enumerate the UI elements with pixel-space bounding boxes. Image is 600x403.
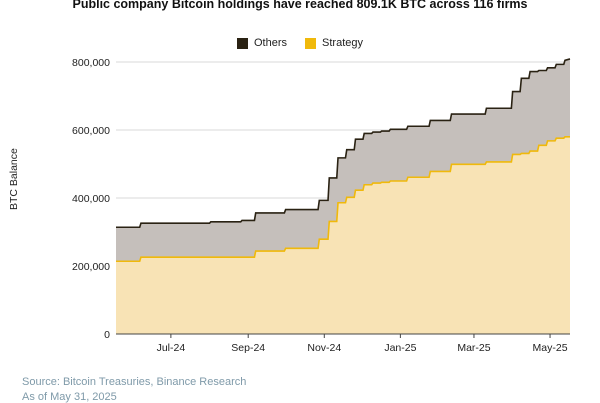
y-tick-label: 800,000 — [72, 57, 110, 69]
legend-item-others: Others — [237, 37, 287, 49]
y-tick-label: 600,000 — [72, 125, 110, 137]
y-tick-label: 200,000 — [72, 261, 110, 273]
legend-swatch-others — [237, 37, 248, 49]
as-of-note: As of May 31, 2025 — [22, 391, 117, 403]
x-tick-label: Jan-25 — [384, 342, 416, 354]
chart-title: Public company Bitcoin holdings have rea… — [72, 0, 528, 11]
source-note: Source: Bitcoin Treasuries, Binance Rese… — [22, 376, 247, 388]
x-tick-label: Mar-25 — [457, 342, 490, 354]
strategy-line — [116, 136, 570, 263]
x-tick-label: May-25 — [533, 342, 568, 354]
others-area — [116, 58, 570, 262]
x-tick-label: Sep-24 — [231, 342, 265, 354]
legend-swatch-strategy — [305, 37, 317, 49]
strategy-area — [116, 136, 570, 334]
x-tick-label: Jul-24 — [157, 342, 186, 354]
legend-label-others: Others — [254, 37, 288, 49]
y-tick-label: 0 — [104, 329, 110, 341]
y-tick-label: 400,000 — [72, 193, 110, 205]
others-line — [116, 58, 571, 229]
legend-label-strategy: Strategy — [322, 37, 363, 49]
x-tick-label: Nov-24 — [307, 342, 341, 354]
chart-legend: Others Strategy — [0, 37, 600, 49]
legend-item-strategy: Strategy — [305, 37, 363, 49]
